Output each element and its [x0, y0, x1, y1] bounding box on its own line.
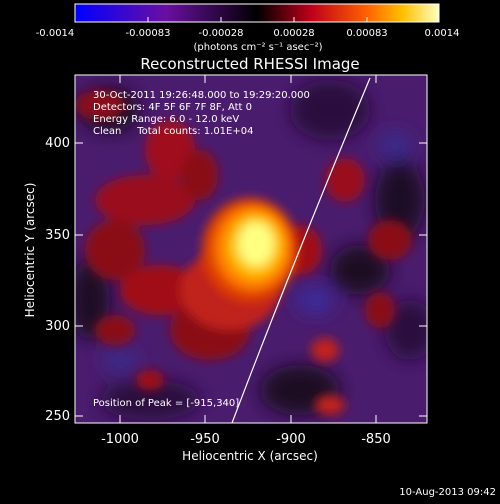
colorbar-tick-6: 0.0014 [425, 28, 460, 39]
solar-limb-curve [231, 77, 371, 423]
x-axis-label: Heliocentric X (arcsec) [182, 449, 318, 463]
x-axis-ticks [119, 75, 377, 423]
rhessi-image [75, 75, 427, 423]
colorbar-tick-5: 0.00083 [346, 28, 387, 39]
colorbar-tick-1: -0.0014 [36, 28, 75, 39]
annotation-detectors: Detectors: 4F 5F 6F 7F 8F, Att 0 [93, 102, 252, 113]
peak-position-label: Position of Peak = [-915,340] [93, 398, 239, 409]
colorbar-units: (photons cm⁻² s⁻¹ asec⁻²) [193, 42, 322, 53]
y-axis-label: Heliocentric Y (arcsec) [23, 183, 37, 318]
colorbar-tick-3: -0.00028 [199, 28, 244, 39]
colorbar-gradient [74, 3, 440, 23]
y-tick-label-3: 350 [45, 228, 70, 243]
annotation-energy-range: Energy Range: 6.0 - 12.0 keV [93, 114, 239, 125]
x-tick-label-1: -1000 [101, 432, 139, 447]
y-tick-label-4: 400 [45, 136, 70, 151]
y-axis-ticks [75, 142, 427, 417]
plot-frame [74, 74, 428, 424]
annotation-block: 30-Oct-2011 19:26:48.000 to 19:29:20.000… [93, 90, 310, 137]
x-tick-label-4: -850 [361, 432, 391, 447]
x-tick-label-2: -950 [190, 432, 220, 447]
annotation-time-range: 30-Oct-2011 19:26:48.000 to 19:29:20.000 [93, 90, 310, 101]
annotation-clean-counts: Clean Total counts: 1.01E+04 [93, 126, 253, 137]
x-tick-label-3: -900 [276, 432, 306, 447]
y-tick-label-2: 300 [45, 319, 70, 334]
plot-title: Reconstructed RHESSI Image [140, 55, 359, 73]
colorbar-tick-2: -0.00083 [126, 28, 171, 39]
footer-timestamp: 10-Aug-2013 09:42 [399, 487, 496, 498]
colorbar-tick-4: 0.00028 [273, 28, 314, 39]
colorbar: -0.0014 -0.00083 -0.00028 0.00028 0.0008… [36, 3, 460, 53]
y-tick-label-1: 250 [45, 409, 70, 424]
